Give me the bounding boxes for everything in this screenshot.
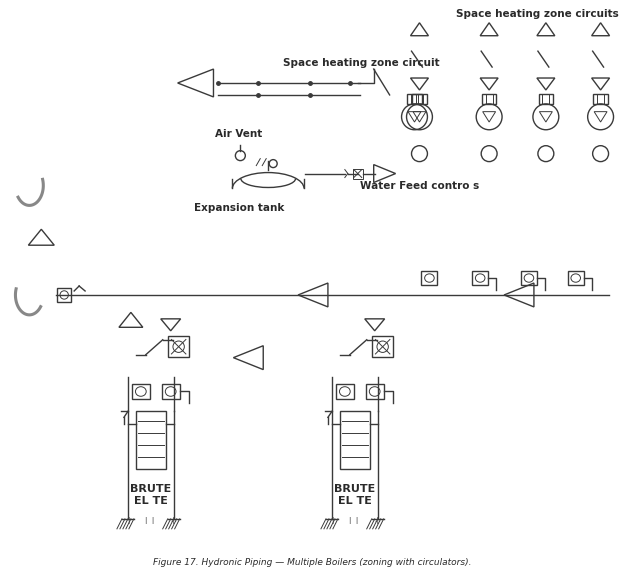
Bar [568, 271, 584, 285]
Text: |  |: | | [145, 517, 155, 524]
Text: .|.: .|. [374, 517, 381, 524]
Text: BRUTE
EL TE: BRUTE EL TE [130, 484, 171, 505]
Bar [594, 94, 607, 104]
Text: |: | [126, 517, 129, 524]
Text: Figure 17. Hydronic Piping — Multiple Boilers (zoning with circulators).: Figure 17. Hydronic Piping — Multiple Bo… [153, 558, 471, 566]
Bar [136, 411, 166, 469]
Bar [422, 271, 437, 285]
Bar [57, 288, 71, 302]
Text: Space heating zone circuits: Space heating zone circuits [456, 9, 619, 20]
Bar [366, 384, 384, 400]
Bar [162, 384, 179, 400]
Bar [521, 271, 537, 285]
Bar [340, 411, 369, 469]
Text: .|.: .|. [170, 517, 177, 524]
Text: Expansion tank: Expansion tank [194, 204, 284, 213]
Bar [412, 94, 427, 104]
Bar [132, 384, 150, 400]
Bar [482, 94, 497, 104]
Bar [373, 336, 393, 357]
Bar [168, 336, 189, 357]
Bar [336, 384, 354, 400]
Text: |: | [331, 517, 333, 524]
Bar [539, 94, 553, 104]
Text: Air Vent: Air Vent [216, 129, 263, 139]
Text: Water Feed contro s: Water Feed contro s [359, 181, 479, 190]
Text: Space heating zone circuit: Space heating zone circuit [283, 58, 440, 68]
Bar [407, 94, 422, 104]
Text: |  |: | | [349, 517, 358, 524]
Text: BRUTE
EL TE: BRUTE EL TE [334, 484, 376, 505]
Bar [472, 271, 488, 285]
Bar [353, 168, 363, 178]
